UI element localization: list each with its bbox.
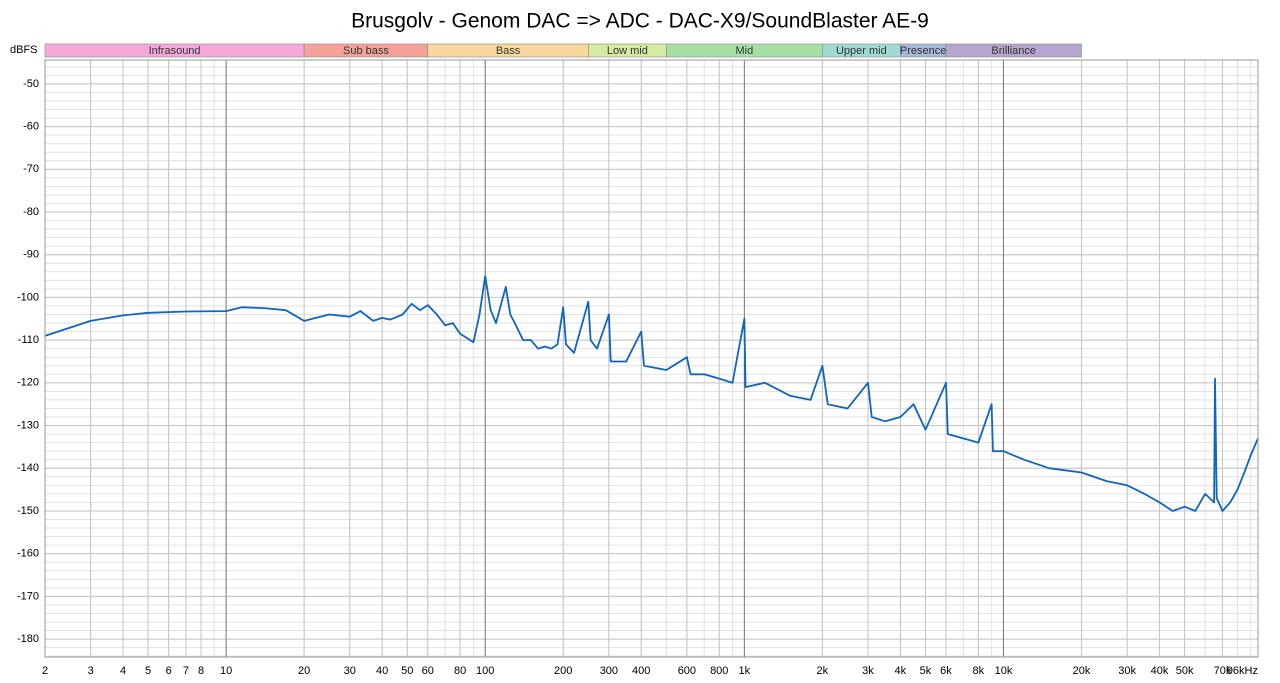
x-tick-label: 10k bbox=[995, 665, 1013, 677]
x-tick-label: 8k bbox=[973, 665, 985, 677]
y-tick-label: -120 bbox=[17, 377, 39, 389]
x-tick-label: 200 bbox=[554, 665, 572, 677]
band-label: Brilliance bbox=[991, 45, 1036, 57]
x-tick-label: 8 bbox=[198, 665, 204, 677]
band-label: Presence bbox=[900, 45, 946, 57]
x-tick-label: 100 bbox=[476, 665, 494, 677]
y-tick-label: -100 bbox=[17, 291, 39, 303]
x-tick-label: 50 bbox=[401, 665, 413, 677]
x-tick-label: 96kHz bbox=[1227, 665, 1258, 677]
band-label: Bass bbox=[496, 45, 521, 57]
y-tick-label: -50 bbox=[23, 78, 39, 90]
y-tick-label: -60 bbox=[23, 121, 39, 133]
x-tick-label: 1k bbox=[739, 665, 751, 677]
x-tick-label: 40 bbox=[376, 665, 388, 677]
x-tick-label: 3k bbox=[862, 665, 874, 677]
x-tick-label: 40k bbox=[1151, 665, 1169, 677]
y-tick-label: -80 bbox=[23, 206, 39, 218]
y-tick-label: -90 bbox=[23, 249, 39, 261]
x-tick-label: 400 bbox=[632, 665, 650, 677]
x-tick-label: 30k bbox=[1118, 665, 1136, 677]
y-tick-label: -130 bbox=[17, 419, 39, 431]
x-tick-label: 7 bbox=[183, 665, 189, 677]
x-tick-label: 20 bbox=[298, 665, 310, 677]
x-tick-label: 50k bbox=[1176, 665, 1194, 677]
x-tick-label: 2k bbox=[817, 665, 829, 677]
y-tick-label: -180 bbox=[17, 633, 39, 645]
x-tick-label: 2 bbox=[42, 665, 48, 677]
band bbox=[945, 43, 1082, 58]
chart-title: Brusgolv - Genom DAC => ADC - DAC-X9/Sou… bbox=[351, 10, 929, 33]
y-tick-label: -170 bbox=[17, 590, 39, 602]
x-tick-label: 800 bbox=[710, 665, 728, 677]
x-tick-label: 5k bbox=[920, 665, 932, 677]
y-tick-label: -150 bbox=[17, 505, 39, 517]
plot-border bbox=[44, 59, 1259, 658]
band-label: Low mid bbox=[607, 45, 648, 57]
plot-area bbox=[44, 59, 1259, 658]
band-label: Upper mid bbox=[836, 45, 887, 57]
x-tick-label: 80 bbox=[454, 665, 466, 677]
y-tick-label: -70 bbox=[23, 163, 39, 175]
x-tick-label: 60 bbox=[422, 665, 434, 677]
x-tick-label: 6k bbox=[940, 665, 952, 677]
x-tick-label: 20k bbox=[1073, 665, 1091, 677]
band-label: Mid bbox=[735, 45, 753, 57]
x-tick-label: 10 bbox=[220, 665, 232, 677]
x-tick-label: 6 bbox=[166, 665, 172, 677]
y-tick-label: -110 bbox=[18, 334, 39, 346]
y-tick-label: -160 bbox=[17, 548, 39, 560]
band-label: Infrasound bbox=[149, 45, 201, 57]
x-tick-label: 30 bbox=[344, 665, 356, 677]
series-line bbox=[44, 275, 1259, 512]
x-tick-label: 300 bbox=[600, 665, 618, 677]
x-tick-label: 70k bbox=[1214, 665, 1232, 677]
y-tick-label: -140 bbox=[17, 462, 39, 474]
band-label: Sub bass bbox=[343, 45, 389, 57]
x-tick-label: 4k bbox=[895, 665, 907, 677]
x-tick-label: 600 bbox=[678, 665, 696, 677]
x-tick-label: 5 bbox=[145, 665, 151, 677]
x-tick-label: 4 bbox=[120, 665, 126, 677]
y-axis-label: dBFS bbox=[10, 44, 38, 56]
x-tick-label: 3 bbox=[88, 665, 94, 677]
